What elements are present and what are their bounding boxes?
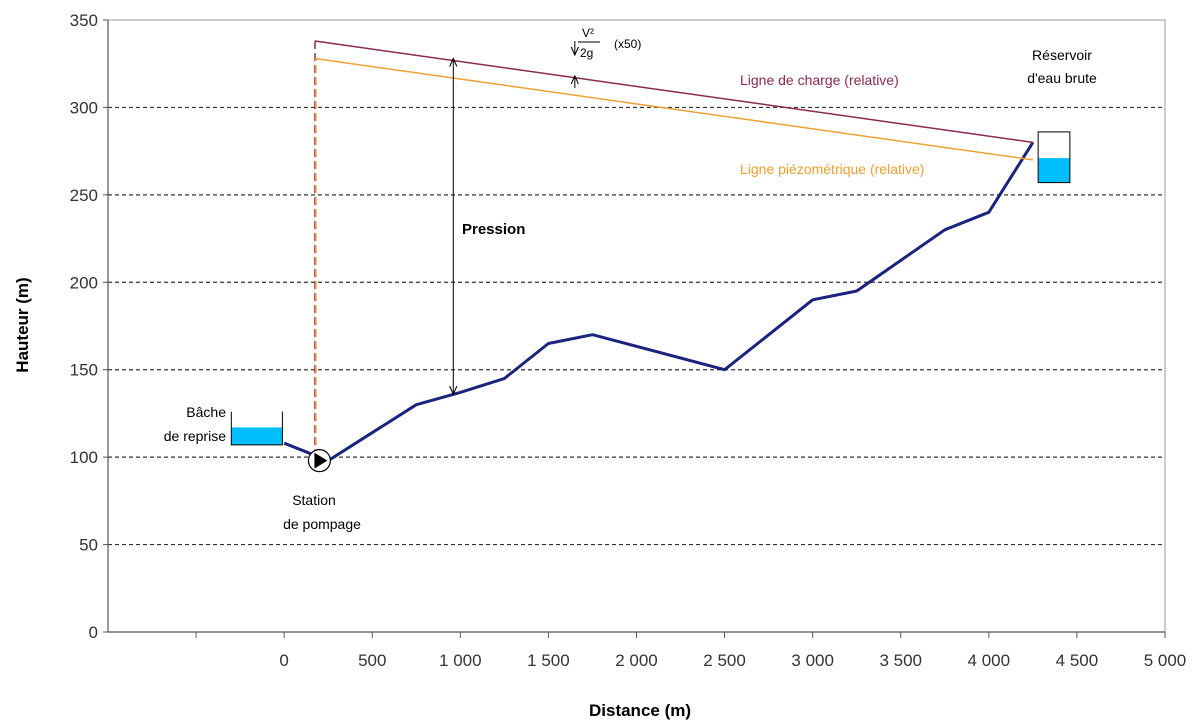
tick-labels: 0 50 100 150 200 250 300 350 0 500 1 000 1 500 2 000… [70, 11, 1187, 670]
x-tick-label: 2 500 [703, 651, 746, 670]
x-tick-label: 3 500 [879, 651, 922, 670]
bache-outline [230, 411, 283, 446]
reservoir-outline [1037, 131, 1071, 184]
axes [103, 19, 1166, 638]
y-tick-label: 50 [79, 536, 98, 555]
y-tick-label: 200 [70, 273, 98, 292]
x-tick-label: 2 000 [615, 651, 658, 670]
x-axis-title: Distance (m) [589, 701, 691, 720]
tanks [230, 131, 1071, 446]
reservoir-label-line1: Réservoir [1032, 47, 1092, 63]
station-label-line2: de pompage [283, 516, 361, 532]
series-line-terrain [283, 141, 1035, 463]
velocity-scale: (x50) [614, 37, 641, 51]
x-tick-label: 500 [358, 651, 386, 670]
grid [108, 106, 1165, 546]
pump-triangle [314, 452, 328, 469]
pression-label: Pression [462, 221, 525, 238]
piezo-line-label: Ligne piézométrique (relative) [740, 161, 924, 177]
charge-line-label: Ligne de charge (relative) [740, 72, 899, 88]
x-tick-label: 0 [279, 651, 288, 670]
velocity-denominator: 2g [580, 46, 593, 60]
bache-label-line1: Bâche [186, 404, 226, 420]
x-tick-label: 1 000 [439, 651, 482, 670]
series-lines [283, 40, 1035, 463]
arrows [453, 40, 575, 394]
x-tick-label: 4 500 [1056, 651, 1099, 670]
y-tick-label: 150 [70, 361, 98, 380]
x-tick-label: 1 500 [527, 651, 570, 670]
y-tick-label: 100 [70, 448, 98, 467]
bache-water [231, 427, 283, 445]
x-tick-label: 3 000 [791, 651, 834, 670]
reservoir-water [1038, 158, 1070, 183]
y-tick-label: 0 [89, 623, 98, 642]
bache-label-line2: de reprise [164, 428, 226, 444]
y-tick-label: 350 [70, 11, 98, 30]
series-line-charge [314, 40, 1034, 144]
y-tick-label: 300 [70, 98, 98, 117]
velocity-numerator: V² [582, 26, 594, 40]
x-tick-label: 5 000 [1144, 651, 1187, 670]
reservoir-label-line2: d'eau brute [1027, 70, 1097, 86]
y-tick-label: 250 [70, 186, 98, 205]
series-line-piezo [314, 57, 1034, 161]
pump-station [307, 449, 331, 473]
vertical-lines [314, 40, 317, 458]
y-axis-title: Hauteur (m) [13, 277, 32, 372]
station-label-line1: Station [292, 492, 336, 508]
x-tick-label: 4 000 [968, 651, 1011, 670]
